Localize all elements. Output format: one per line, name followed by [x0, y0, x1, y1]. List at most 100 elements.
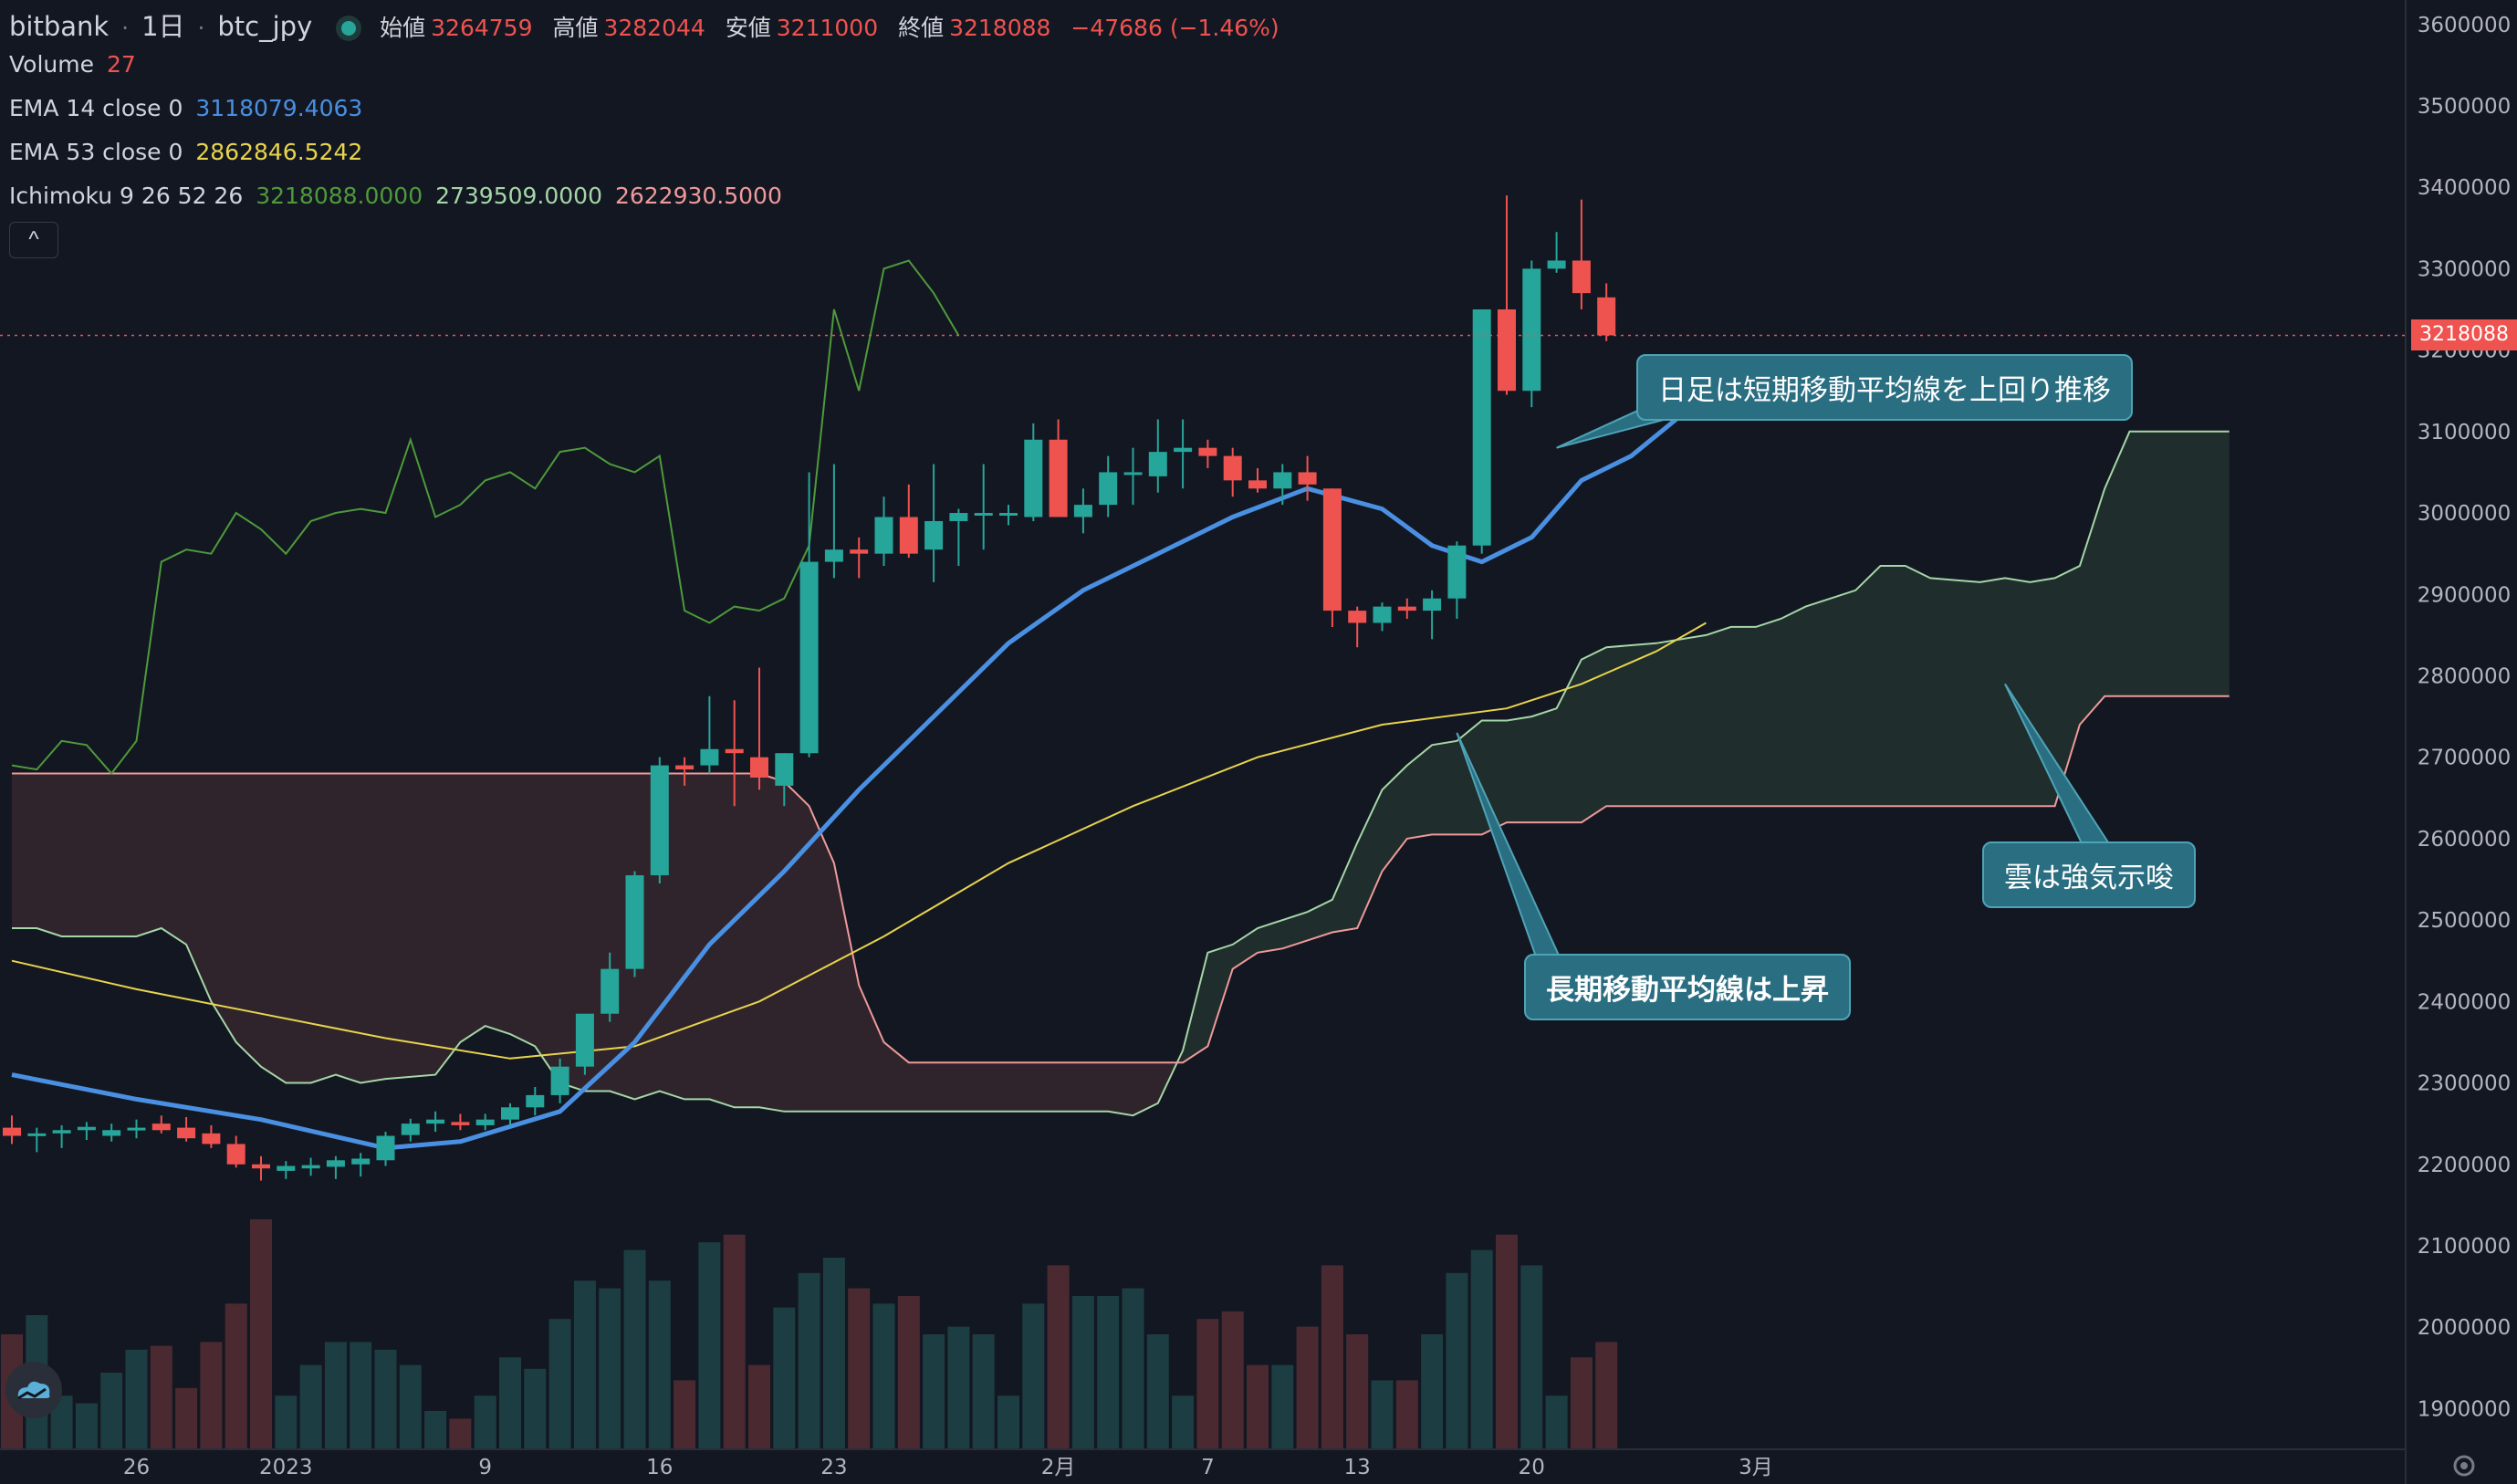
candle-body [1572, 260, 1591, 294]
candle-body [899, 517, 918, 554]
volume-bar [474, 1395, 496, 1449]
candle-body [252, 1164, 270, 1169]
callout-cloud[interactable]: 雲は強気示唆 [1982, 841, 2196, 908]
volume-bar [150, 1345, 172, 1449]
interval[interactable]: 1日 [141, 11, 185, 42]
volume-bar [424, 1411, 447, 1449]
candle-body [277, 1165, 296, 1171]
price-tick-label: 2100000 [2418, 1235, 2511, 1259]
low-value: 3211000 [776, 15, 879, 41]
candle-body [650, 765, 669, 876]
candle-body [1174, 447, 1193, 453]
volume-bar [125, 1349, 148, 1449]
volume-bar [1071, 1296, 1094, 1449]
cloud-fill-bullish [1183, 431, 2230, 1063]
ichimoku-value-3: 2622930.5000 [614, 183, 782, 209]
volume-bar [897, 1296, 920, 1449]
time-axis[interactable]: 26 2023 9 16 23 2月 7 13 20 3月 [123, 1456, 1773, 1479]
volume-bar [723, 1234, 746, 1449]
candle-body [202, 1133, 221, 1144]
price-axis[interactable]: 3600000350000034000003300000320000031000… [2418, 14, 2511, 1422]
candle-body [999, 513, 1018, 517]
exchange-name[interactable]: bitbank [9, 11, 110, 42]
price-tick-label: 2300000 [2418, 1072, 2511, 1096]
volume-bar [225, 1303, 247, 1449]
volume-bar [674, 1380, 696, 1449]
volume-bar [499, 1357, 521, 1449]
volume-legend[interactable]: Volume 27 [9, 51, 141, 78]
candle-body [1597, 297, 1616, 336]
volume-bar [1097, 1296, 1120, 1449]
ema14-label: EMA 14 close 0 [9, 95, 183, 121]
volume-bar [623, 1249, 646, 1449]
volume-bar [100, 1373, 123, 1449]
open-value: 3264759 [431, 15, 533, 41]
volume-bar [175, 1387, 198, 1449]
candle-body [850, 549, 869, 554]
ema53-legend[interactable]: EMA 53 close 0 2862846.5242 [9, 139, 368, 165]
cloud-fill [12, 431, 2230, 1116]
chevron-up-icon: ^ [28, 227, 39, 252]
volume-bar [748, 1364, 770, 1449]
symbol-name[interactable]: btc_jpy [217, 11, 313, 42]
time-tick-label: 16 [646, 1456, 673, 1479]
candle-body [475, 1119, 495, 1125]
price-tick-label: 2500000 [2418, 909, 2511, 933]
price-tick-label: 3100000 [2418, 421, 2511, 444]
ichimoku-legend[interactable]: Ichimoku 9 26 52 26 3218088.0000 2739509… [9, 183, 788, 209]
candle-body [501, 1107, 519, 1120]
volume-bar [1470, 1249, 1493, 1449]
callout-short-ema[interactable]: 日足は短期移動平均線を上回り推移 [1636, 354, 2133, 421]
candle-body [924, 520, 944, 550]
tradingview-logo[interactable] [5, 1362, 62, 1418]
candle-body [625, 875, 644, 969]
volume-bar [848, 1288, 871, 1449]
volume-bar [548, 1319, 571, 1449]
candle-body [750, 757, 768, 778]
candle-body [102, 1130, 121, 1136]
candle-body [1447, 545, 1467, 599]
candle-body [376, 1135, 395, 1161]
candle-body [550, 1066, 569, 1095]
price-tick-label: 2200000 [2418, 1154, 2511, 1177]
time-tick-label: 2023 [259, 1456, 313, 1479]
time-tick-label: 9 [478, 1456, 492, 1479]
volume-bar [1545, 1395, 1568, 1449]
senkou-span-b-line [12, 695, 2230, 1064]
candle-body [77, 1126, 96, 1131]
candle-body [700, 748, 719, 766]
price-tick-label: 3500000 [2418, 95, 2511, 119]
candle-body [799, 561, 819, 754]
candle-body [351, 1158, 371, 1165]
time-tick-label: 20 [1519, 1456, 1545, 1479]
volume-bar [822, 1258, 845, 1449]
candle-body [326, 1160, 345, 1167]
candle-body [451, 1122, 470, 1125]
volume-bar [972, 1334, 995, 1449]
volume-bar [1595, 1342, 1618, 1449]
candle-body [874, 517, 893, 554]
price-tick-label: 2800000 [2418, 664, 2511, 688]
high-label: 高値 [552, 15, 599, 41]
collapse-legend-button[interactable]: ^ [9, 222, 58, 258]
market-status-icon [341, 21, 357, 36]
volume-bar [374, 1349, 397, 1449]
volume-bar [997, 1395, 1019, 1449]
ema14-legend[interactable]: EMA 14 close 0 3118079.4063 [9, 95, 368, 121]
candle-body [1248, 480, 1267, 489]
candle-body [1198, 447, 1217, 456]
candle-body [301, 1165, 320, 1169]
candle-body [1397, 606, 1416, 611]
settings-gear-icon[interactable] [2453, 1455, 2475, 1477]
candle-body [526, 1094, 545, 1108]
candle-body [3, 1127, 21, 1136]
callout-long-ema[interactable]: 長期移動平均線は上昇 [1524, 954, 1851, 1020]
time-tick-label: 3月 [1739, 1456, 1773, 1479]
ichimoku-cloud [12, 430, 2230, 1117]
candle-body [52, 1130, 71, 1134]
candle-body [1547, 260, 1566, 269]
change-value: −47686 (−1.46%) [1071, 15, 1279, 41]
time-tick-label: 2月 [1041, 1456, 1076, 1479]
volume-bar [773, 1307, 796, 1449]
